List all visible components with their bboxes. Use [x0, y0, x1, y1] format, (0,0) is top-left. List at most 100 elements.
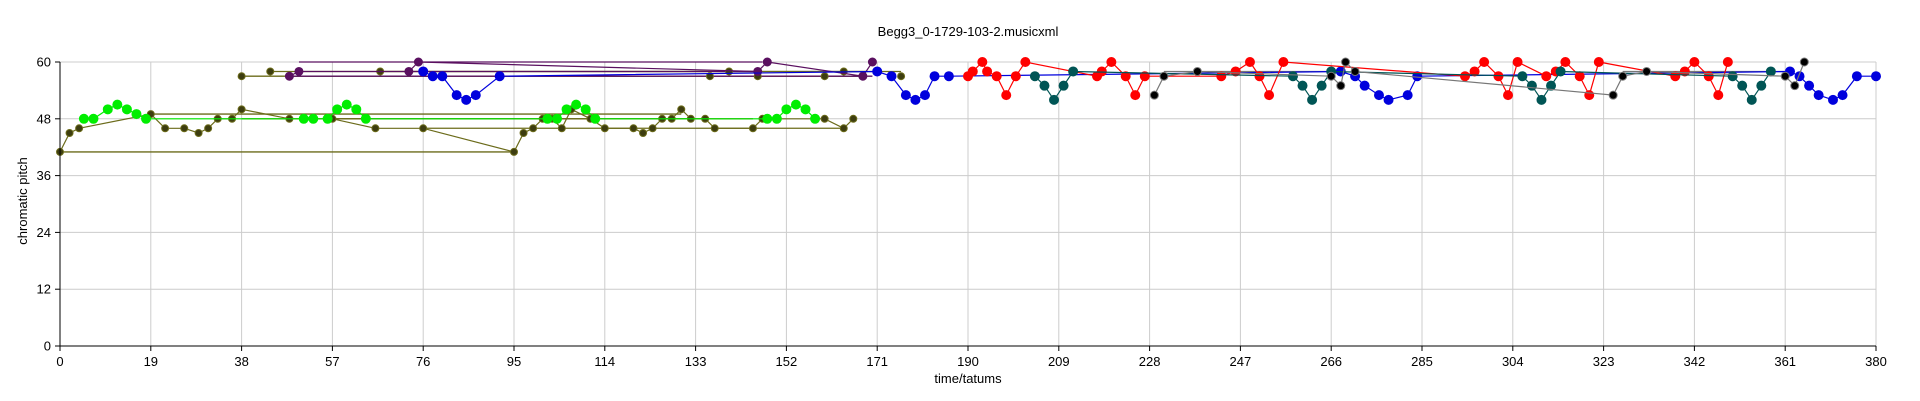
data-point-blue: [1827, 94, 1838, 105]
data-point-blue: [919, 90, 930, 101]
data-point-teal: [1049, 94, 1060, 105]
data-point-olive: [897, 72, 906, 81]
data-point-red: [1264, 90, 1275, 101]
data-point-purple: [753, 66, 763, 76]
data-point-gray: [1618, 71, 1628, 81]
x-tick-label: 171: [866, 354, 888, 369]
data-point-gray: [1799, 57, 1809, 67]
data-point-olive: [419, 124, 428, 133]
x-tick-label: 19: [144, 354, 158, 369]
x-tick-label: 361: [1774, 354, 1796, 369]
data-point-blue: [1373, 90, 1384, 101]
data-point-red: [1278, 57, 1289, 67]
data-point-blue: [1871, 71, 1881, 82]
y-axis-label: chromatic pitch: [15, 157, 30, 244]
data-point-teal: [1068, 66, 1079, 77]
data-point-green: [78, 113, 89, 124]
data-point-red: [1670, 71, 1681, 82]
y-tick-label: 24: [37, 225, 51, 240]
data-point-blue: [494, 71, 505, 82]
data-point-red: [1503, 90, 1514, 101]
data-point-teal: [1058, 80, 1069, 91]
data-point-green: [102, 104, 113, 115]
data-point-olive: [677, 105, 686, 114]
data-point-teal: [1555, 66, 1566, 77]
data-point-red: [1679, 66, 1690, 77]
data-point-olive: [529, 124, 538, 133]
x-tick-label: 133: [685, 354, 707, 369]
data-point-gray: [1336, 81, 1346, 91]
data-point-green: [131, 109, 142, 120]
data-point-teal: [1727, 71, 1738, 82]
data-point-red: [1020, 57, 1031, 67]
x-tick-label: 323: [1593, 354, 1615, 369]
data-point-red: [1560, 57, 1571, 67]
data-point-purple: [284, 71, 294, 81]
data-point-red: [1230, 66, 1241, 77]
data-point-teal: [1297, 80, 1308, 91]
data-point-red: [1244, 57, 1255, 67]
data-point-red: [1216, 71, 1227, 82]
x-tick-label: 57: [325, 354, 339, 369]
data-point-green: [141, 113, 152, 124]
data-point-blue: [470, 90, 481, 101]
data-point-blue: [1359, 80, 1370, 91]
series-layer: [56, 57, 1881, 156]
data-point-teal: [1536, 94, 1547, 105]
data-point-green: [298, 113, 309, 124]
y-tick-labels: 0 12 24 36 48 60: [37, 55, 51, 354]
data-point-gray: [1149, 90, 1159, 100]
data-point-green: [121, 104, 132, 115]
data-point-teal: [1029, 71, 1040, 82]
x-tick-label: 152: [776, 354, 798, 369]
data-point-blue: [437, 71, 448, 82]
data-point-olive: [820, 72, 829, 81]
data-point-olive: [237, 105, 246, 114]
data-point-red: [1139, 71, 1150, 82]
data-point-green: [561, 104, 572, 115]
data-point-blue: [461, 94, 472, 105]
data-point-green: [351, 104, 362, 115]
data-point-red: [1584, 90, 1595, 101]
data-point-gray: [1608, 90, 1618, 100]
data-point-gray: [1350, 66, 1360, 76]
data-point-red: [977, 57, 988, 67]
data-point-olive: [519, 129, 528, 137]
x-tick-label: 304: [1502, 354, 1524, 369]
data-point-olive: [839, 124, 848, 133]
data-point-blue: [929, 71, 940, 82]
data-point-green: [112, 99, 123, 110]
data-point-red: [1469, 66, 1480, 77]
data-point-red: [1689, 57, 1700, 67]
data-point-olive: [65, 129, 74, 137]
data-point-blue: [943, 71, 954, 82]
sustain-lines: [60, 61, 1795, 153]
data-point-red: [1593, 57, 1604, 67]
data-point-green: [341, 99, 352, 110]
data-point-blue: [886, 71, 897, 82]
grid: [59, 61, 1877, 347]
data-point-blue: [1383, 94, 1394, 105]
data-point-green: [332, 104, 343, 115]
data-point-blue: [872, 66, 883, 77]
y-tick-label: 48: [37, 111, 51, 126]
data-point-teal: [1756, 80, 1767, 91]
data-point-red: [1541, 71, 1552, 82]
data-point-olive: [371, 124, 380, 133]
data-point-green: [571, 99, 582, 110]
axes: [55, 61, 1877, 351]
data-point-olive: [557, 124, 566, 133]
series-line-olive: [59, 108, 854, 153]
data-point-green: [781, 104, 792, 115]
data-point-olive: [510, 147, 518, 156]
data-point-red: [1479, 57, 1490, 67]
data-point-blue: [418, 66, 429, 77]
data-point-blue: [900, 90, 911, 101]
data-point-olive: [180, 124, 189, 133]
data-point-green: [88, 113, 99, 124]
data-point-blue: [910, 94, 921, 105]
x-tick-label: 95: [507, 354, 521, 369]
data-point-olive: [705, 72, 714, 81]
data-point-teal: [1526, 80, 1537, 91]
data-point-blue: [1851, 71, 1862, 82]
